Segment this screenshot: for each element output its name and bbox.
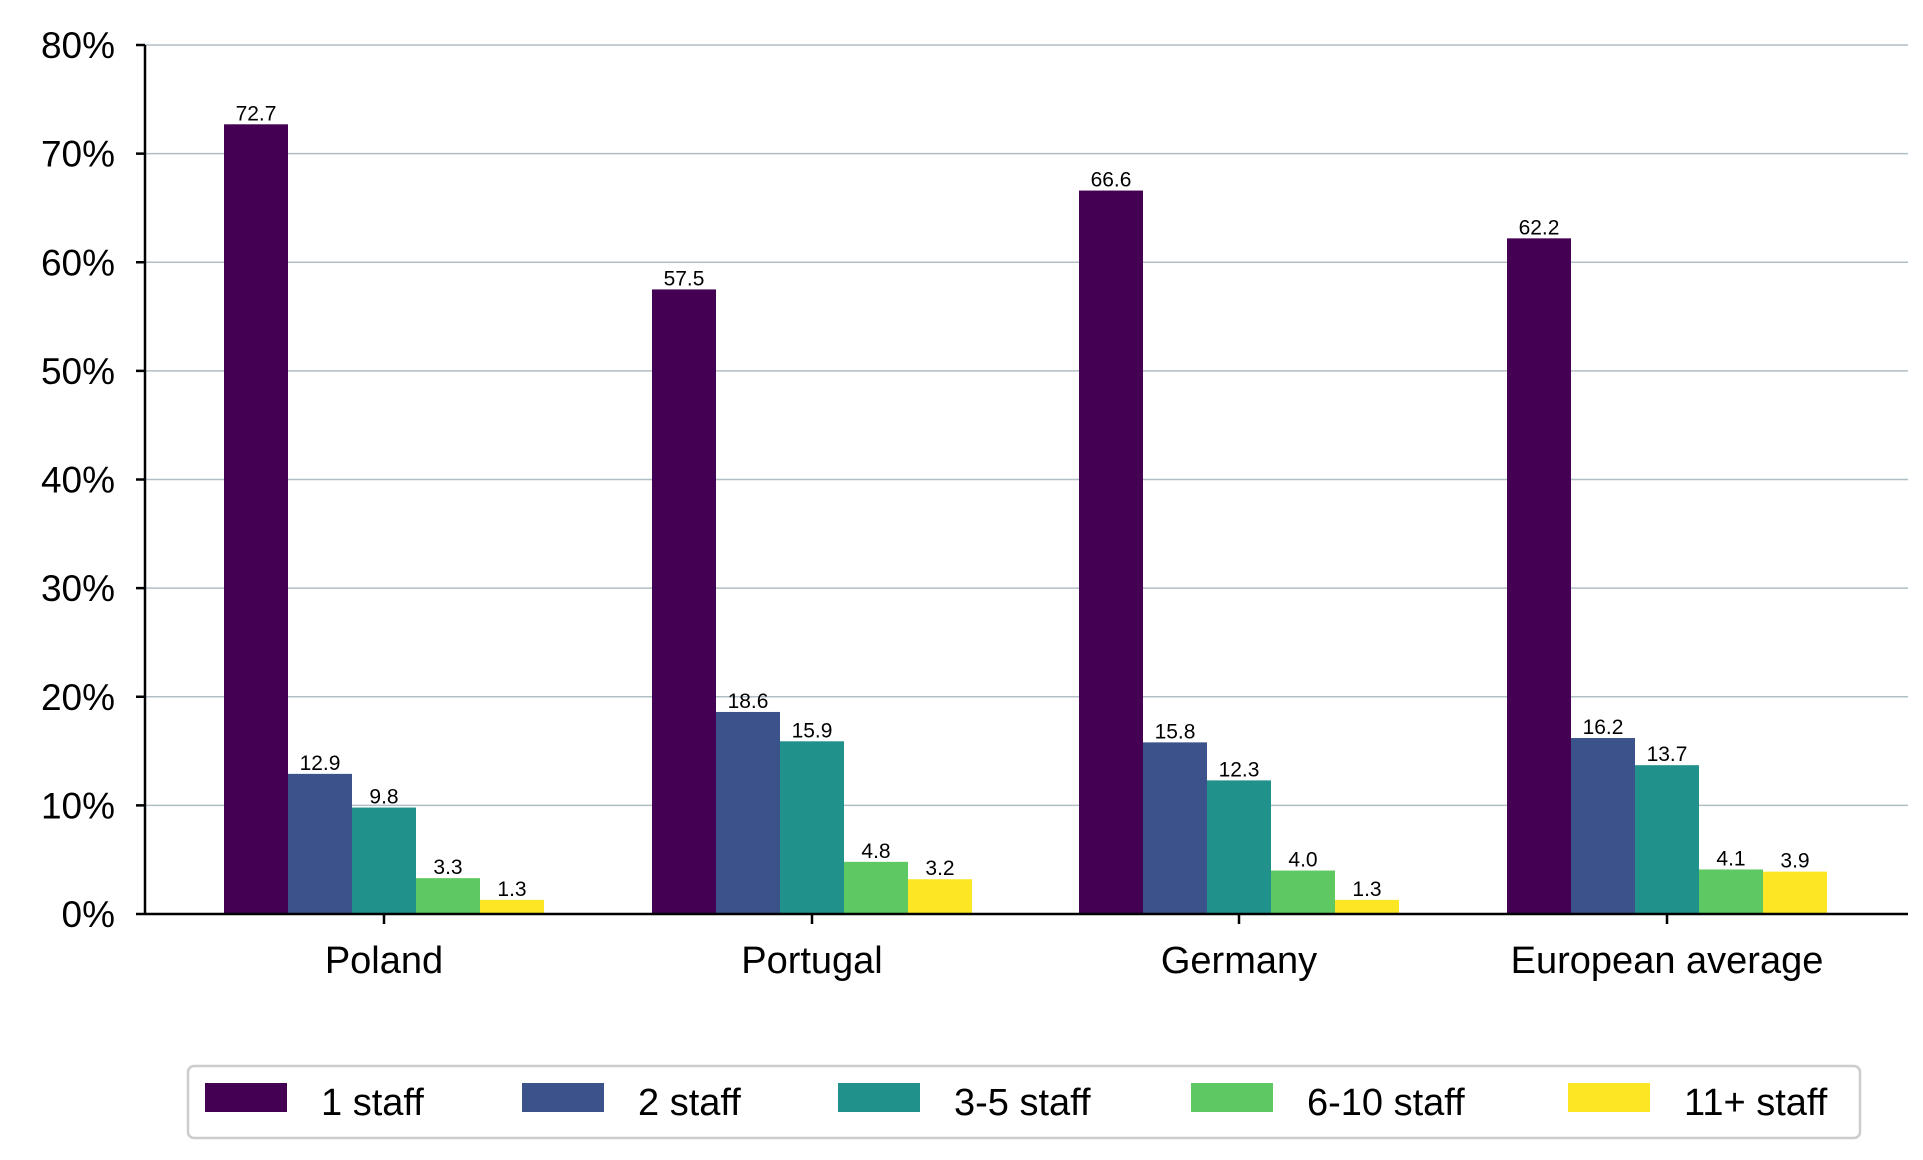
bar-portugal-3 xyxy=(780,741,844,914)
legend-swatch-5 xyxy=(1568,1083,1650,1112)
bar-european-average-3 xyxy=(1635,765,1699,914)
y-tick-label-20: 20% xyxy=(41,677,115,718)
data-label-portugal-4: 4.8 xyxy=(861,840,890,863)
bar-germany-4 xyxy=(1271,870,1335,914)
data-label-european-average-4: 4.1 xyxy=(1716,847,1745,870)
legend-swatch-4 xyxy=(1191,1083,1273,1112)
bar-poland-2 xyxy=(288,773,352,914)
bar-poland-4 xyxy=(416,878,480,914)
bar-portugal-5 xyxy=(908,879,972,914)
bar-portugal-2 xyxy=(716,711,780,914)
y-tick-label-30: 30% xyxy=(41,568,115,609)
legend-label-1: 1 staff xyxy=(321,1082,424,1124)
x-tick-label-european-average: European average xyxy=(1511,940,1824,982)
legend-frame xyxy=(186,1064,1862,1140)
y-tick-label-50: 50% xyxy=(41,351,115,392)
legend-swatch-3 xyxy=(838,1083,920,1112)
data-label-european-average-3: 13.7 xyxy=(1647,743,1688,766)
y-tick-label-10: 10% xyxy=(41,785,115,826)
data-label-poland-2: 12.9 xyxy=(300,752,341,775)
bar-poland-5 xyxy=(480,899,544,914)
x-tick-label-germany: Germany xyxy=(1161,940,1317,982)
y-tick-label-40: 40% xyxy=(41,460,115,501)
y-tick-label-70: 70% xyxy=(41,134,115,175)
x-tick-label-portugal: Portugal xyxy=(741,940,883,982)
data-label-portugal-1: 57.5 xyxy=(664,267,705,290)
bar-portugal-4 xyxy=(844,861,908,914)
y-tick-label-60: 60% xyxy=(41,242,115,283)
data-label-european-average-2: 16.2 xyxy=(1583,716,1624,739)
data-label-portugal-5: 3.2 xyxy=(925,857,954,880)
data-label-germany-3: 12.3 xyxy=(1219,758,1260,781)
data-label-poland-5: 1.3 xyxy=(497,878,526,901)
bar-poland-3 xyxy=(352,807,416,914)
bar-germany-5 xyxy=(1335,899,1399,914)
legend-label-3: 3-5 staff xyxy=(954,1082,1091,1124)
y-tick-label-80: 80% xyxy=(41,25,115,66)
data-label-portugal-3: 15.9 xyxy=(792,719,833,742)
y-tick-label-0: 0% xyxy=(62,894,115,935)
bar-portugal-1 xyxy=(652,289,716,914)
y-axis: 0% 10% 20% 30% 40% 50% 60% 70% 80% xyxy=(41,25,147,935)
x-axis: Poland Portugal Germany European average xyxy=(145,912,1908,982)
data-label-germany-2: 15.8 xyxy=(1155,720,1196,743)
legend-label-5: 11+ staff xyxy=(1684,1082,1828,1124)
legend-label-2: 2 staff xyxy=(638,1082,741,1124)
data-label-portugal-2: 18.6 xyxy=(728,690,769,713)
legend-label-4: 6-10 staff xyxy=(1307,1082,1465,1124)
data-label-germany-5: 1.3 xyxy=(1352,878,1381,901)
bars: 72.7 12.9 9.8 3.3 1.3 57.5 18.6 15.9 4.8 3.2 66.6 1… xyxy=(224,102,1827,915)
legend-swatch-1 xyxy=(205,1083,287,1112)
bar-european-average-5 xyxy=(1763,871,1827,914)
bar-germany-2 xyxy=(1143,742,1207,914)
x-tick-label-poland: Poland xyxy=(325,940,443,982)
data-label-european-average-1: 62.2 xyxy=(1519,216,1560,239)
data-label-poland-1: 72.7 xyxy=(236,102,277,125)
bar-germany-1 xyxy=(1079,190,1143,914)
legend: 1 staff 2 staff 3-5 staff 6-10 staff 11+ sta… xyxy=(186,1064,1862,1140)
bar-european-average-4 xyxy=(1699,869,1763,914)
data-label-germany-1: 66.6 xyxy=(1091,169,1132,192)
data-label-germany-4: 4.0 xyxy=(1288,849,1317,872)
data-label-poland-4: 3.3 xyxy=(433,856,462,879)
data-label-poland-3: 9.8 xyxy=(369,786,398,809)
bar-germany-3 xyxy=(1207,780,1271,914)
bar-european-average-1 xyxy=(1507,238,1571,915)
legend-swatch-2 xyxy=(522,1083,604,1112)
data-label-european-average-5: 3.9 xyxy=(1780,850,1809,873)
bar-poland-1 xyxy=(224,124,288,914)
bar-european-average-2 xyxy=(1571,738,1635,914)
gridlines xyxy=(145,44,1908,807)
